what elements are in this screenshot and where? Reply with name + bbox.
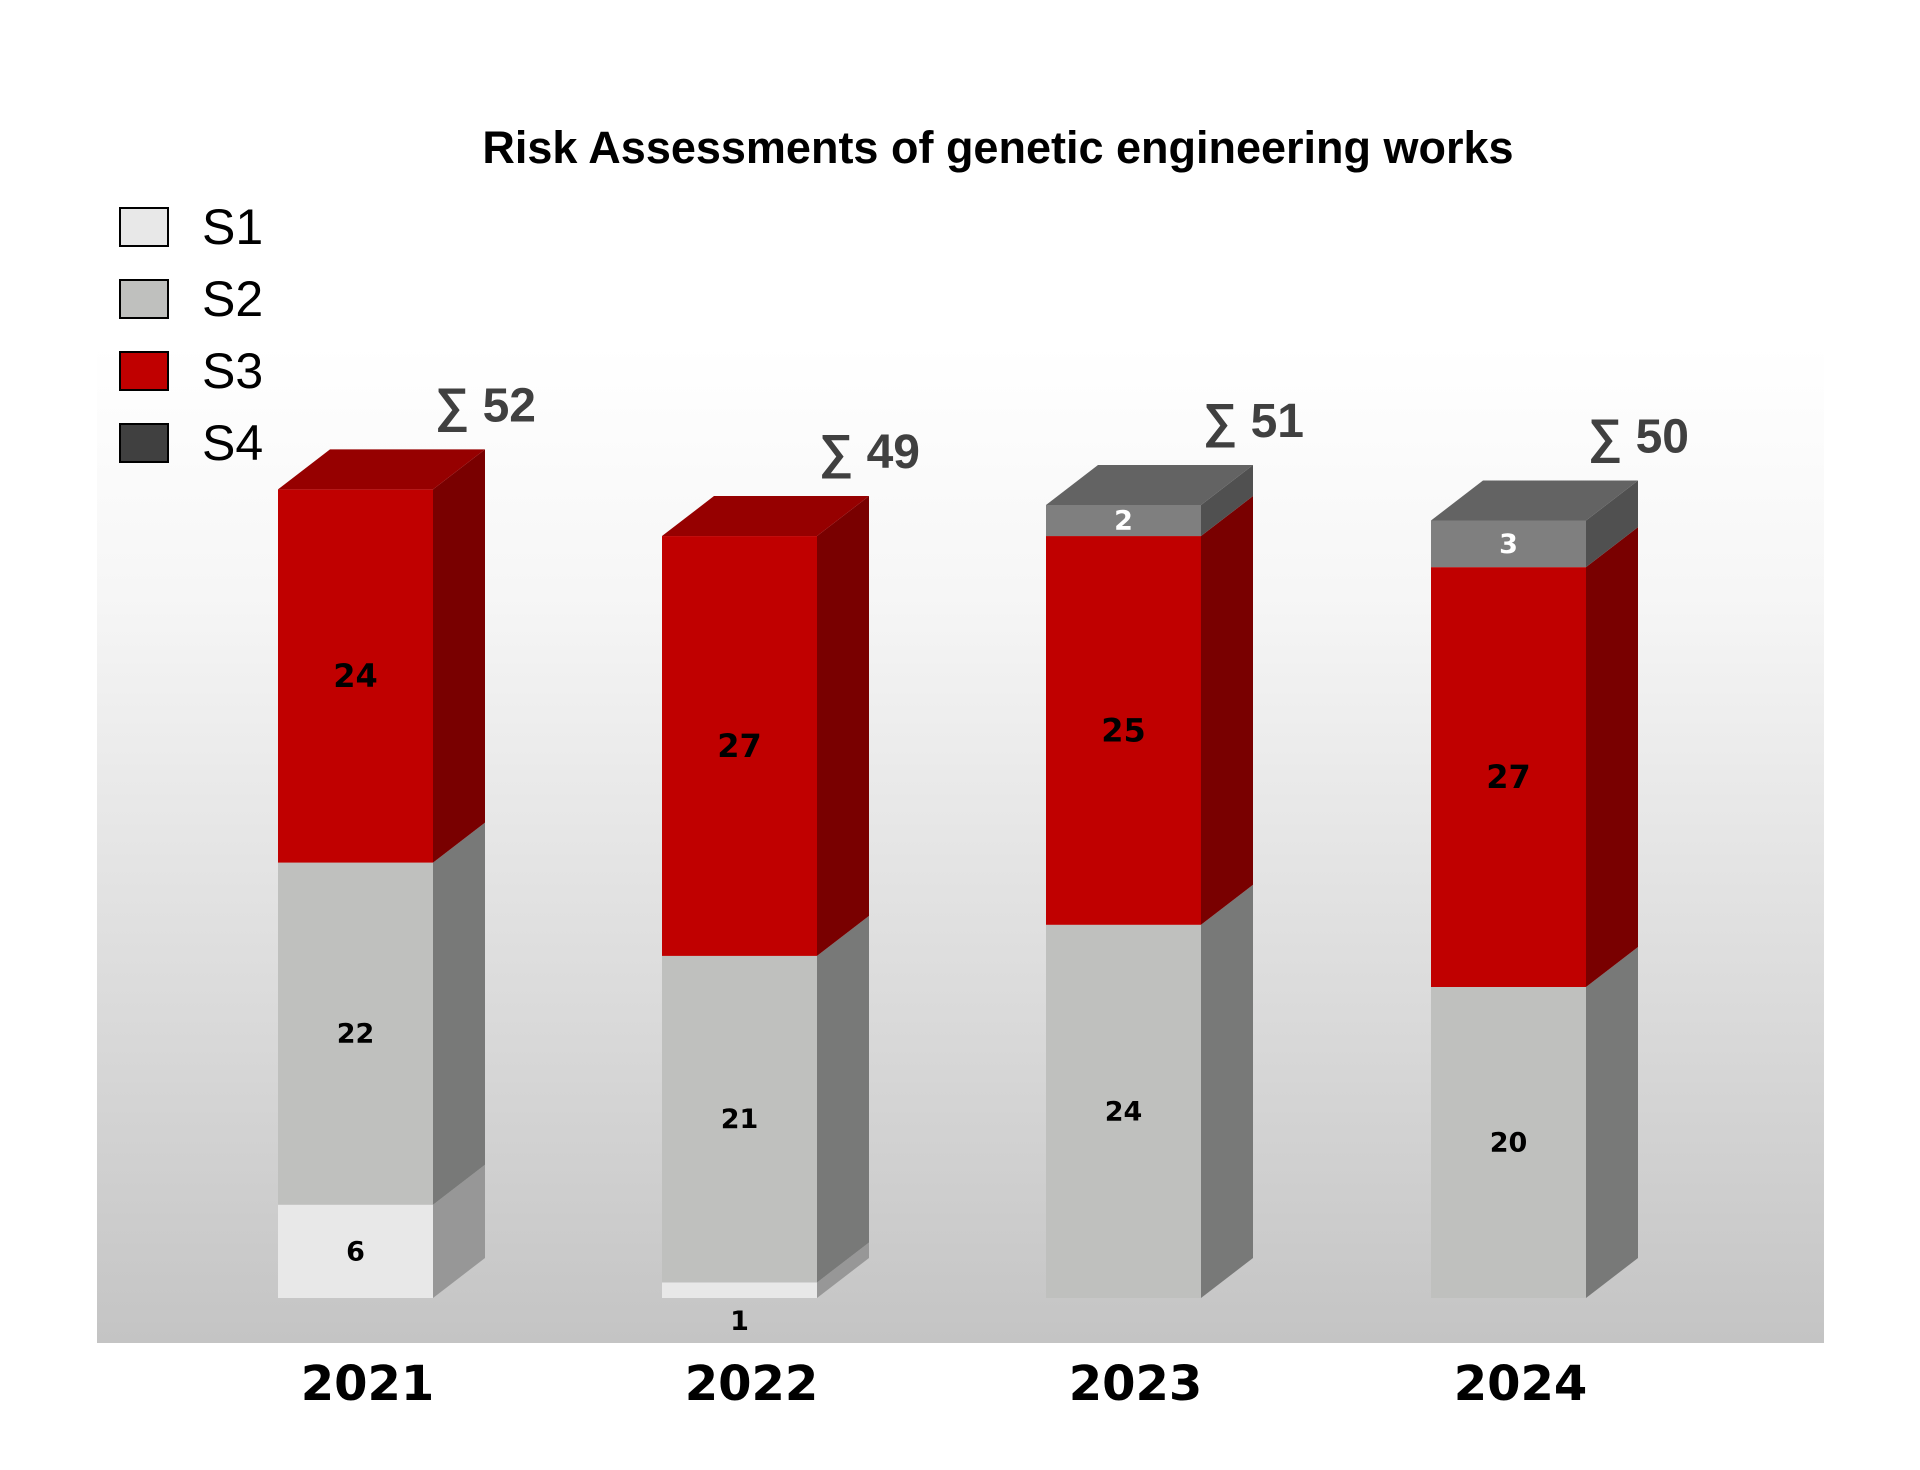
bar-top-2023	[1046, 464, 1253, 505]
total-label-2024: ∑ 50	[1588, 411, 1689, 464]
legend: S1 S2 S3 S4	[119, 199, 263, 471]
data-label-s3-2022: 27	[717, 727, 762, 765]
x-tick-2024: 2024	[1454, 1356, 1588, 1412]
bar-side-s4-2023	[1201, 464, 1253, 537]
bar-top-2021	[278, 449, 485, 490]
legend-swatch-s1	[119, 207, 169, 247]
bar-s3-2024	[1431, 567, 1586, 987]
bar-top-2022	[662, 496, 869, 537]
legend-swatch-s4	[119, 423, 169, 463]
bar-s4-2024	[1431, 520, 1586, 568]
bar-side-s3-2023	[1201, 496, 1253, 925]
total-label-2023: ∑ 51	[1203, 395, 1304, 448]
legend-swatch-s2	[119, 279, 169, 319]
bar-group-2024: 20 27 3 ∑ 50	[1431, 411, 1689, 1298]
total-label-2021: ∑ 52	[435, 379, 536, 432]
data-label-s3-2023: 25	[1101, 711, 1146, 749]
x-axis: 2021 2022 2023 2024	[301, 1356, 1588, 1412]
x-tick-2021: 2021	[301, 1356, 435, 1412]
bar-top-2024	[1431, 480, 1638, 521]
bar-s1-2021	[278, 1204, 433, 1298]
bar-side-s2-2023	[1201, 884, 1253, 1298]
bar-side-s3-2024	[1586, 527, 1638, 987]
bars: 6 22 24 ∑ 52 1 21 27 ∑ 49 24 25 2 ∑ 51 20 27 3 ∑ 50	[278, 379, 1689, 1337]
bar-s4-2023	[1046, 504, 1201, 537]
bar-side-s1-2022	[817, 1242, 869, 1298]
bar-group-2023: 24 25 2 ∑ 51	[1046, 395, 1304, 1298]
x-tick-2023: 2023	[1069, 1356, 1203, 1412]
bar-s2-2021	[278, 862, 433, 1205]
legend-swatch-s3	[119, 351, 169, 391]
bar-s3-2021	[278, 489, 433, 863]
bar-s3-2023	[1046, 536, 1201, 925]
data-label-s1-2022: 1	[730, 1306, 749, 1337]
bar-side-s1-2021	[433, 1164, 485, 1298]
data-label-s2-2024: 20	[1490, 1128, 1528, 1159]
bar-side-s2-2021	[433, 822, 485, 1205]
data-label-s4-2024: 3	[1499, 529, 1518, 560]
data-label-s2-2022: 21	[721, 1104, 759, 1135]
bar-side-s2-2022	[817, 915, 869, 1283]
total-label-2022: ∑ 49	[819, 426, 920, 479]
x-tick-2022: 2022	[685, 1356, 819, 1412]
legend-label-s2: S2	[202, 271, 263, 327]
bar-s2-2024	[1431, 987, 1586, 1298]
data-label-s1-2021: 6	[346, 1236, 365, 1267]
bar-side-s3-2021	[433, 449, 485, 863]
bar-s2-2022	[662, 955, 817, 1283]
legend-label-s4: S4	[202, 415, 263, 471]
bar-s3-2022	[662, 536, 817, 956]
data-label-s2-2021: 22	[337, 1019, 375, 1050]
bar-group-2021: 6 22 24 ∑ 52	[278, 379, 536, 1298]
data-label-s3-2024: 27	[1486, 758, 1531, 796]
bar-side-s2-2024	[1586, 947, 1638, 1298]
data-label-s3-2021: 24	[333, 657, 378, 695]
bar-side-s3-2022	[817, 496, 869, 956]
bar-side-s4-2024	[1586, 480, 1638, 568]
chart-title: Risk Assessments of genetic engineering …	[482, 122, 1513, 173]
data-label-s2-2023: 24	[1105, 1096, 1143, 1127]
legend-label-s3: S3	[202, 343, 263, 399]
bar-s2-2023	[1046, 924, 1201, 1298]
bar-group-2022: 1 21 27 ∑ 49	[662, 426, 920, 1337]
data-label-s4-2023: 2	[1114, 506, 1133, 537]
bar-s1-2022	[662, 1282, 817, 1298]
legend-label-s1: S1	[202, 199, 263, 255]
